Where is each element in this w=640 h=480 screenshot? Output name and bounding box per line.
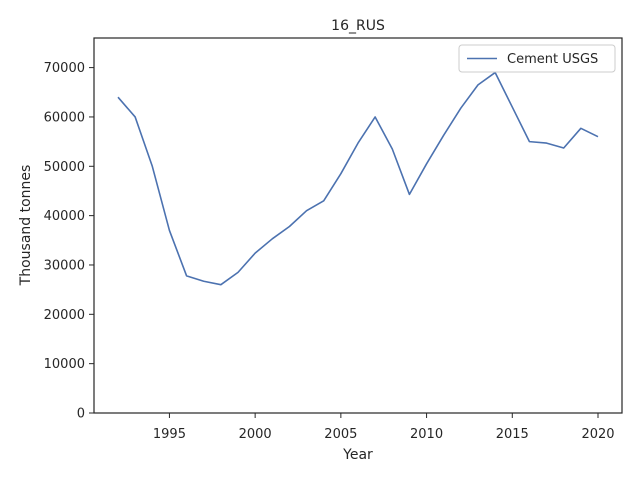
x-tick-label: 1995 (153, 427, 186, 442)
y-tick-label: 70000 (44, 61, 85, 76)
x-tick-label: 2005 (324, 427, 357, 442)
x-axis: 1995 2000 2005 2010 2015 2020 (153, 413, 615, 442)
legend-box (458, 44, 616, 73)
x-tick-label: 2020 (581, 427, 614, 442)
x-tick-label: 2015 (496, 427, 529, 442)
chart-title: 16_RUS (331, 18, 385, 34)
y-tick-label: 50000 (44, 160, 85, 175)
legend-label: Cement USGS (507, 52, 598, 67)
y-tick-label: 0 (77, 407, 85, 422)
y-tick-label: 40000 (44, 209, 85, 224)
x-tick-label: 2000 (239, 427, 272, 442)
y-tick-label: 20000 (44, 308, 85, 323)
y-tick-label: 30000 (44, 258, 85, 273)
series-line-0 (117, 71, 599, 286)
x-axis-title: Year (342, 447, 373, 463)
y-axis-title: Thousand tonnes (18, 165, 34, 287)
x-tick-label: 2010 (410, 427, 443, 442)
y-tick-label: 60000 (44, 110, 85, 125)
legend: Cement USGS (458, 44, 616, 73)
axes-frame (93, 37, 623, 414)
y-tick-label: 10000 (44, 357, 85, 372)
y-axis: 0 10000 20000 30000 40000 50000 60000 70000 (44, 61, 94, 422)
plot-area (93, 37, 623, 414)
